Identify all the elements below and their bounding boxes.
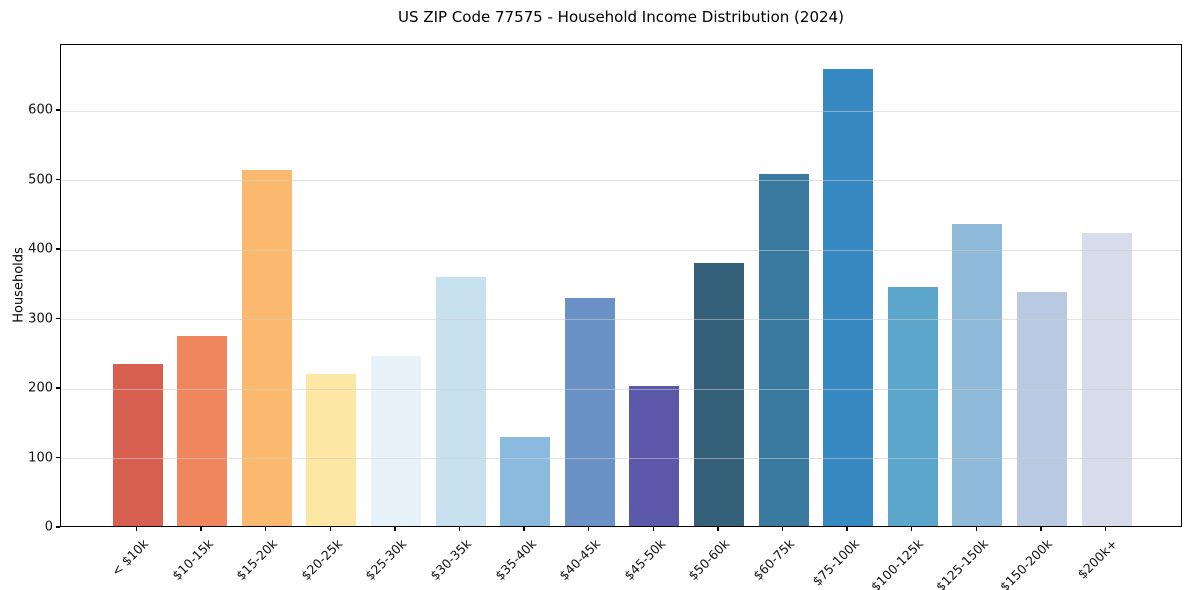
bar-20-25k: [306, 373, 357, 526]
x-tick-label: $125-150k: [932, 536, 991, 590]
bar-75-100k: [823, 68, 874, 526]
x-tick-label: $30-35k: [427, 536, 475, 584]
bar-45-50k: [629, 385, 680, 526]
y-tick-mark: [56, 109, 60, 111]
bar-200k: [1081, 233, 1132, 526]
bar-60-75k: [758, 174, 809, 526]
bar-10-15k: [177, 335, 228, 526]
bar-100-125k: [887, 287, 938, 526]
y-tick-label-100: 100: [28, 450, 53, 465]
bar-25-30k: [370, 355, 421, 526]
x-tick-mark: [1040, 527, 1042, 531]
gridline-y-600: [61, 110, 1181, 112]
x-tick-mark: [135, 527, 138, 531]
y-tick-label-600: 600: [28, 102, 53, 118]
y-tick-mark: [56, 317, 60, 320]
gridline-y-100: [61, 458, 1181, 459]
y-tick-label-500: 500: [28, 172, 53, 188]
bar-150-200k: [1016, 292, 1067, 526]
bar-40-45k: [564, 298, 615, 526]
x-tick-mark: [523, 527, 525, 531]
chart-title: US ZIP Code 77575 - Household Income Dis…: [398, 8, 844, 26]
bar-10k: [112, 364, 163, 526]
x-tick-label: $100-125k: [868, 536, 927, 590]
gridline-y-300: [61, 319, 1181, 320]
x-tick-mark: [329, 527, 331, 531]
y-axis-label: Households: [11, 247, 27, 323]
x-tick-label: < $10k: [108, 536, 152, 579]
y-tick-mark: [56, 178, 60, 181]
x-tick-mark: [911, 527, 913, 531]
bar-35-40k: [500, 436, 551, 526]
x-tick-mark: [1104, 527, 1107, 531]
x-tick-mark: [975, 527, 977, 531]
x-tick-label: $35-40k: [491, 536, 539, 584]
x-tick-label: $20-25k: [297, 536, 345, 584]
x-tick-label: $60-75k: [750, 536, 798, 584]
x-tick-label: $40-45k: [556, 536, 604, 584]
x-tick-mark: [394, 527, 396, 531]
x-tick-mark: [265, 527, 267, 531]
x-tick-label: $10-15k: [168, 536, 216, 584]
y-tick-label-0: 0: [44, 519, 53, 535]
y-tick-mark: [56, 248, 60, 250]
y-tick-mark: [56, 387, 60, 389]
bar-15-20k: [241, 169, 292, 526]
gridline-y-200: [61, 388, 1181, 390]
x-tick-mark: [846, 527, 848, 531]
x-tick-mark: [652, 527, 654, 531]
bar-30-35k: [435, 276, 486, 526]
x-tick-mark: [458, 527, 461, 531]
x-tick-label: $200k+: [1074, 536, 1121, 582]
y-tick-label-300: 300: [28, 311, 53, 326]
x-tick-mark: [717, 527, 719, 531]
y-tick-label-400: 400: [28, 241, 53, 257]
gridline-y-500: [61, 180, 1181, 182]
plot-area: [60, 44, 1182, 527]
x-tick-label: $15-20k: [233, 536, 281, 584]
y-tick-mark: [56, 456, 60, 459]
x-tick-mark: [588, 527, 590, 531]
x-tick-label: $25-30k: [362, 536, 410, 584]
x-tick-label: $150-200k: [997, 536, 1056, 590]
gridline-y-400: [61, 249, 1181, 251]
x-tick-label: $50-60k: [685, 536, 733, 584]
x-tick-label: $45-50k: [620, 536, 668, 584]
x-tick-mark: [200, 527, 202, 531]
bar-50-60k: [693, 263, 744, 526]
x-tick-mark: [781, 527, 784, 531]
y-tick-mark: [56, 526, 60, 528]
x-tick-label: $75-100k: [809, 536, 862, 589]
bar-125-150k: [952, 223, 1003, 526]
y-tick-label-200: 200: [28, 380, 53, 396]
